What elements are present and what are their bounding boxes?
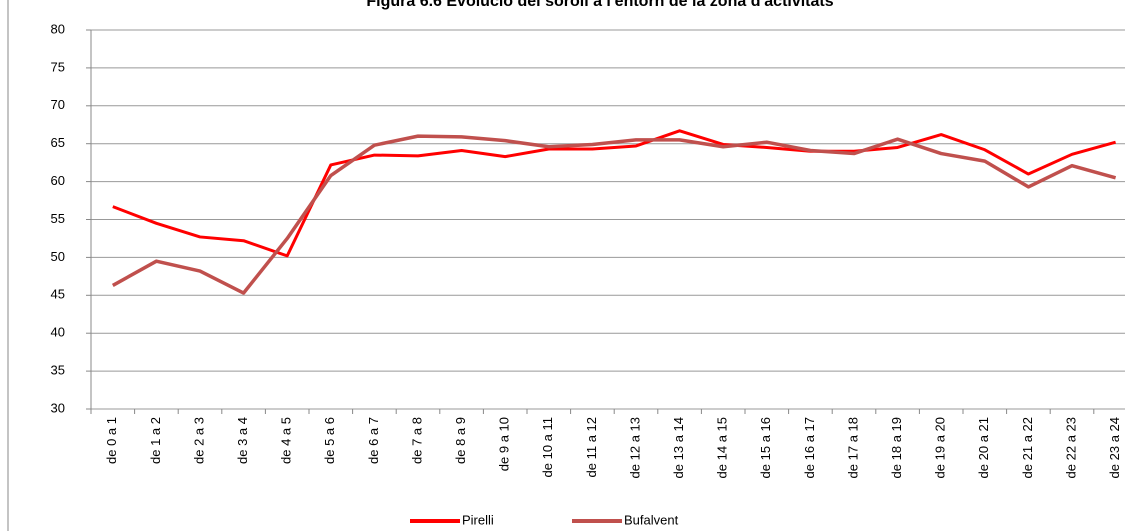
x-tick-label: de 9 a 10 bbox=[497, 417, 512, 471]
y-tick-label: 70 bbox=[51, 97, 65, 112]
x-tick-label: de 4 a 5 bbox=[279, 417, 294, 464]
x-tick-label: de 1 a 2 bbox=[148, 417, 163, 464]
series-line bbox=[112, 129, 1117, 258]
y-tick-label: 30 bbox=[51, 400, 65, 415]
y-tick-label: 60 bbox=[51, 173, 65, 188]
x-tick-label: de 10 a 11 bbox=[540, 417, 555, 477]
x-tick-label: de 7 a 8 bbox=[409, 417, 424, 464]
y-tick-label: 65 bbox=[51, 135, 65, 150]
x-tick-label: de 22 a 23 bbox=[1063, 417, 1078, 478]
x-tick-label: de 3 a 4 bbox=[235, 417, 250, 464]
x-tick-label: de 20 a 21 bbox=[976, 417, 991, 478]
y-tick-label: 75 bbox=[51, 59, 65, 74]
x-tick-label: de 18 a 19 bbox=[889, 417, 904, 478]
legend-label: Pirelli bbox=[462, 512, 494, 527]
x-tick-label: de 12 a 13 bbox=[627, 417, 642, 478]
x-tick-label: de 14 a 15 bbox=[715, 417, 730, 478]
x-tick-label: de 23 a 24 bbox=[1107, 417, 1122, 478]
legend-label: Bufalvent bbox=[624, 512, 679, 527]
x-tick-label: de 21 a 22 bbox=[1020, 417, 1035, 478]
y-tick-label: 35 bbox=[51, 363, 65, 378]
y-tick-label: 55 bbox=[51, 211, 65, 226]
chart-title: Figura 6.6 Evolució del soroll a l'entor… bbox=[366, 0, 833, 10]
x-tick-label: de 5 a 6 bbox=[322, 417, 337, 464]
frame bbox=[7, 0, 9, 531]
y-tick-label: 40 bbox=[51, 325, 65, 340]
series-line bbox=[111, 134, 1117, 295]
x-tick-label: de 8 a 9 bbox=[453, 417, 468, 464]
x-tick-label: de 11 a 12 bbox=[584, 417, 599, 477]
x-tick-label: de 13 a 14 bbox=[671, 417, 686, 478]
x-tick-label: de 6 a 7 bbox=[366, 417, 381, 464]
x-tick-label: de 16 a 17 bbox=[802, 417, 817, 478]
y-tick-label: 80 bbox=[51, 21, 65, 36]
y-tick-label: 50 bbox=[51, 249, 65, 264]
x-tick-label: de 19 a 20 bbox=[933, 417, 948, 478]
x-tick-label: de 2 a 3 bbox=[191, 417, 206, 464]
y-tick-label: 45 bbox=[51, 287, 65, 302]
x-tick-label: de 15 a 16 bbox=[758, 417, 773, 478]
x-tick-label: de 17 a 18 bbox=[845, 417, 860, 478]
x-tick-label: de 0 a 1 bbox=[104, 417, 119, 464]
